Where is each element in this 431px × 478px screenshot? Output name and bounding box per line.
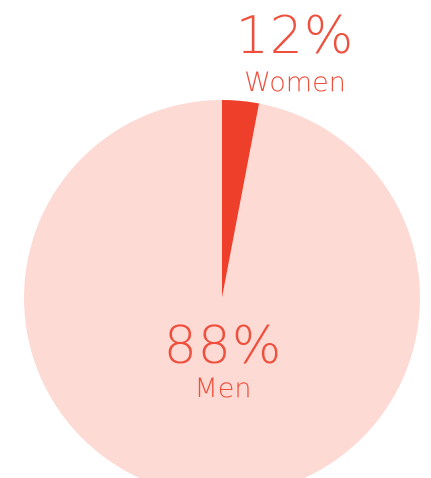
men-percent-label: 88% — [164, 316, 283, 376]
women-percent-label: 12% — [236, 6, 355, 66]
men-category-label: Men — [194, 373, 251, 404]
pie-slice-women — [222, 100, 260, 298]
women-category-label: Women — [244, 67, 346, 98]
pie-slices — [24, 100, 420, 478]
pie-slice-men — [24, 100, 420, 478]
